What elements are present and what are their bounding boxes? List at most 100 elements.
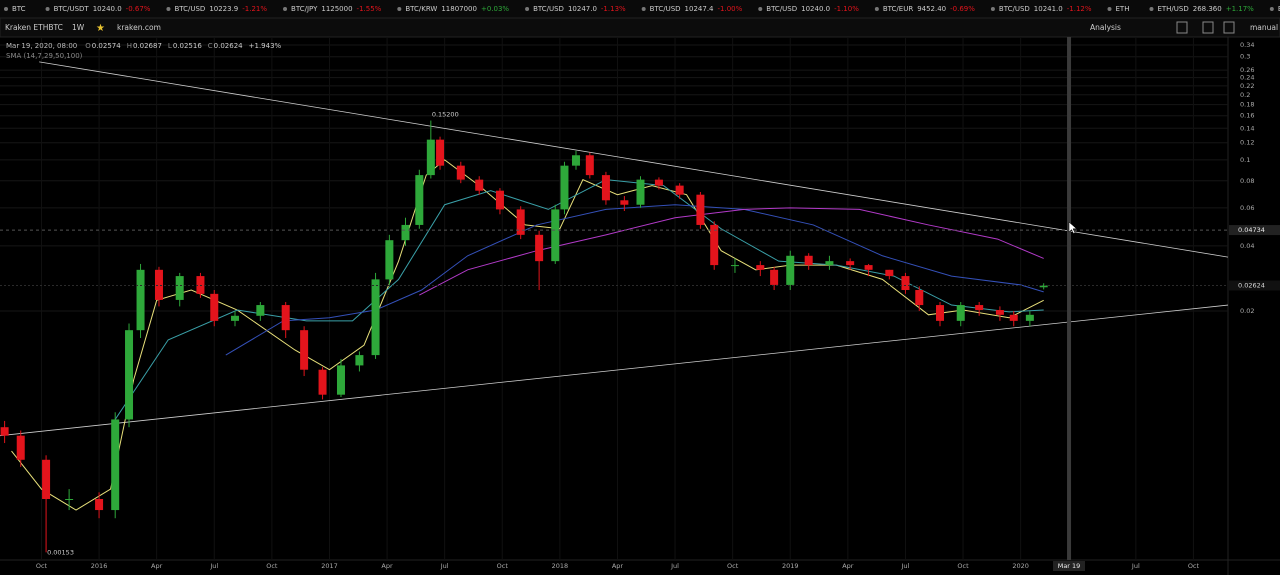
ticker-icon <box>1107 7 1112 11</box>
x-tick-label: Oct <box>957 562 969 570</box>
ohlc-key: O <box>85 42 91 50</box>
x-tick-label: Apr <box>612 562 624 570</box>
price-annotation: 0.15200 <box>432 111 459 119</box>
ticker-symbol: BTC/USD <box>650 5 681 13</box>
candle-body <box>956 305 965 321</box>
x-tick-label: Apr <box>381 562 393 570</box>
ohlc-value: 0.02624 <box>214 42 243 50</box>
candle-body <box>804 255 813 266</box>
indicator-label: SMA (14,7,29,50,100) <box>6 52 83 60</box>
candle-body <box>636 179 645 205</box>
x-tick-label: Jul <box>901 562 910 570</box>
legend: Mar 19, 2020, 08:00 SMA (14,7,29,50,100)… <box>6 42 282 60</box>
ticker-change: -1.13% <box>601 5 626 13</box>
source-link[interactable]: kraken.com <box>117 23 161 32</box>
ticker-change: +0.03% <box>481 5 509 13</box>
analysis-button[interactable]: Analysis <box>1090 23 1121 32</box>
ticker-symbol: BTC/USDT <box>54 5 90 13</box>
ticker-icon <box>45 7 50 11</box>
candle-body <box>355 355 364 366</box>
candle-body <box>1025 314 1034 321</box>
price-annotation: 0.00153 <box>47 548 74 556</box>
draw-button[interactable] <box>1176 21 1188 34</box>
x-tick-label: Oct <box>727 562 739 570</box>
candle-body <box>456 165 465 180</box>
y-tick-label: 0.2 <box>1240 91 1250 99</box>
candle-body <box>696 194 705 225</box>
ohlc-value: 0.02516 <box>173 42 202 50</box>
candle-body <box>936 305 945 321</box>
favorite-star[interactable]: ★ <box>96 23 105 34</box>
symbol-select[interactable]: Kraken ETHBTC <box>5 23 63 32</box>
last-price-box <box>1229 280 1280 291</box>
settings-button[interactable] <box>1202 21 1214 34</box>
scale-mode[interactable]: manual <box>1250 23 1278 32</box>
candle-body <box>426 139 435 176</box>
candle-body <box>1009 314 1018 321</box>
candle-body <box>300 330 309 370</box>
ticker-icon <box>1149 7 1154 11</box>
ticker-price: 10240.0 <box>93 5 122 13</box>
candle-body <box>95 498 104 511</box>
y-tick-label: 0.14 <box>1240 124 1254 132</box>
x-tick-label: Apr <box>151 562 163 570</box>
ticker-icon <box>166 7 171 11</box>
y-tick-label: 0.1 <box>1240 156 1250 164</box>
ticker-symbol: BTC/USD <box>533 5 564 13</box>
x-tick-label: 2020 <box>1012 562 1029 570</box>
ohlc-key: H <box>127 42 132 50</box>
cursor <box>1068 221 1078 234</box>
crosshair-y-box <box>1229 225 1280 236</box>
ticker-symbol: ETH/BTC <box>1278 5 1280 13</box>
candle-body <box>16 435 25 460</box>
ticker-price: 9452.40 <box>917 5 946 13</box>
crosshair-x-label: Mar 19 <box>1058 562 1081 570</box>
candle-body <box>385 240 394 280</box>
ticker-icon <box>758 7 763 11</box>
y-tick-label: 0.34 <box>1240 41 1254 49</box>
ticker-icon <box>874 7 879 11</box>
ticker-change: -1.55% <box>357 5 382 13</box>
ticker-change: -1.12% <box>1067 5 1092 13</box>
candle-body <box>111 419 120 511</box>
candle-body <box>730 265 739 267</box>
ticker-symbol: BTC/USD <box>766 5 797 13</box>
interval-select[interactable]: 1W <box>72 23 85 32</box>
ticker-price: 10223.9 <box>209 5 238 13</box>
ticker-symbol: BTC/USD <box>999 5 1030 13</box>
candle-body <box>125 330 134 420</box>
crosshair-x-box <box>1053 561 1086 571</box>
x-tick-label: Jul <box>209 562 218 570</box>
ticker-price: 10247.0 <box>568 5 597 13</box>
x-tick-label: 2016 <box>91 562 108 570</box>
y-tick-label: 0.12 <box>1240 139 1254 147</box>
candle-body <box>475 179 484 191</box>
candle-body <box>901 276 910 291</box>
ticker-change: -1.00% <box>718 5 743 13</box>
ticker-change: +1.17% <box>1226 5 1254 13</box>
candle-body <box>601 175 610 201</box>
candle-body <box>175 276 184 300</box>
ticker-change: -0.69% <box>950 5 975 13</box>
candle-body <box>281 305 290 331</box>
ticker-price: 10247.4 <box>685 5 714 13</box>
x-tick-label: Jul <box>440 562 449 570</box>
candle-body <box>756 265 765 270</box>
candle-body <box>42 459 51 499</box>
ticker-symbol: BTC/USD <box>174 5 205 13</box>
ticker-icon <box>990 7 995 11</box>
change-value: +1.943% <box>249 42 282 50</box>
y-tick-label: 0.04 <box>1240 242 1254 250</box>
candle-body <box>551 209 560 262</box>
y-tick-label: 0.26 <box>1240 66 1254 74</box>
last-price-label: 0.02624 <box>1238 281 1265 289</box>
candle-body <box>136 269 145 331</box>
ticker-symbol: BTC/EUR <box>883 5 913 13</box>
trendline <box>39 61 1229 258</box>
ticker-symbol: ETH <box>1116 5 1130 13</box>
toolbar-items: Kraken ETHBTC 1W ★ kraken.com Analysis m… <box>5 21 1278 34</box>
fullscreen-button[interactable] <box>1223 21 1235 34</box>
ticker-price: 10240.0 <box>801 5 830 13</box>
